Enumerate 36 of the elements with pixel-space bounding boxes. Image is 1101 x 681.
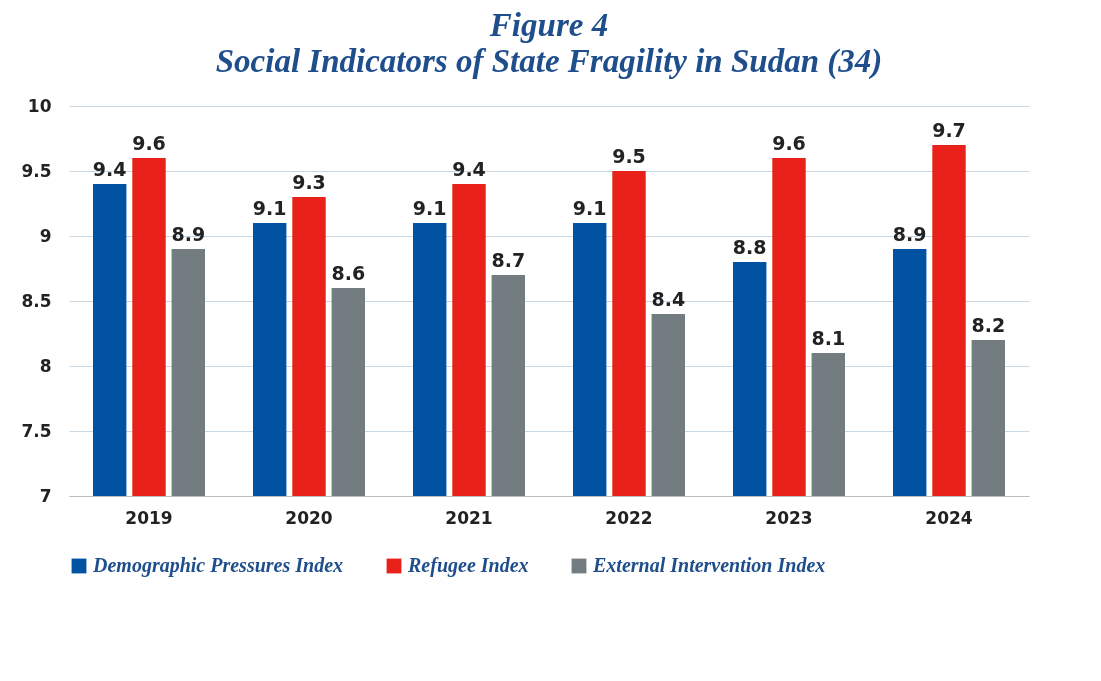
data-label: 8.9	[171, 223, 206, 245]
data-label: 8.6	[331, 262, 366, 284]
data-label: 8.2	[971, 314, 1006, 336]
data-label: 9.1	[412, 197, 447, 219]
y-tick-label: 9	[39, 225, 52, 246]
x-tick-label: 2022	[605, 507, 653, 528]
data-label: 9.7	[932, 119, 966, 141]
data-label: 9.3	[292, 171, 326, 193]
data-label: 9.5	[612, 145, 646, 167]
legend-label: Refugee Index	[407, 554, 529, 577]
x-tick-label: 2020	[285, 507, 333, 528]
y-tick-label: 8.5	[21, 290, 52, 311]
y-tick-label: 8	[39, 355, 52, 376]
x-tick-label: 2021	[445, 507, 493, 528]
data-label: 8.9	[892, 223, 927, 245]
chart-title: Figure 4	[488, 7, 609, 43]
data-label: 9.4	[452, 158, 486, 180]
y-tick-label: 7.5	[21, 420, 52, 441]
x-tick-label: 2024	[925, 507, 973, 528]
data-label: 9.4	[92, 158, 127, 180]
y-tick-label: 9.5	[21, 160, 52, 181]
data-label: 9.6	[132, 132, 166, 154]
x-tick-label: 2023	[765, 507, 813, 528]
legend-label: External Intervention Index	[592, 554, 826, 576]
data-label: 8.8	[732, 236, 767, 258]
y-tick-label: 7	[39, 485, 52, 506]
data-label: 9.1	[252, 197, 287, 219]
y-tick-label: 10	[27, 95, 52, 116]
data-label: 9.1	[572, 197, 607, 219]
legend-label: Demographic Pressures Index	[92, 554, 344, 577]
data-label: 8.7	[491, 249, 526, 271]
chart-subtitle: Social Indicators of State Fragility in Sudan (34)	[215, 43, 883, 80]
data-label: 8.1	[811, 327, 846, 349]
data-label: 8.4	[651, 288, 686, 310]
x-tick-label: 2019	[125, 507, 173, 528]
data-label: 9.6	[772, 132, 806, 154]
